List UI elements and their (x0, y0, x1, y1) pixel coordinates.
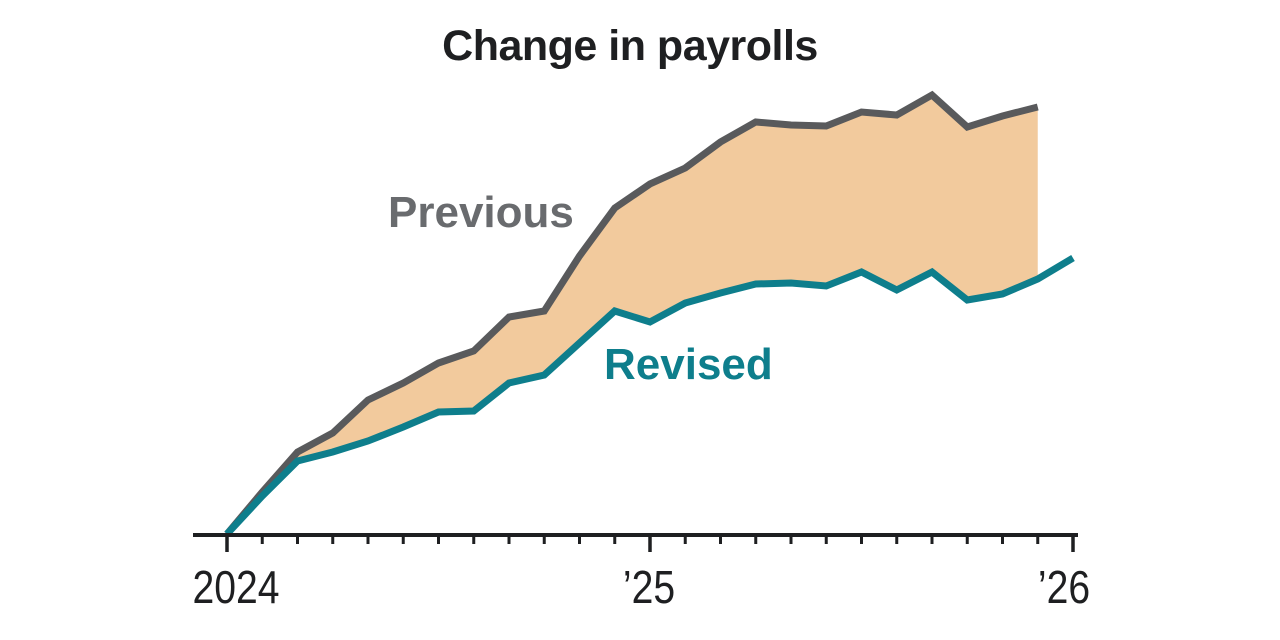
x-tick-label-2024: 2024 (192, 561, 280, 613)
revised-series-label: Revised (604, 340, 773, 389)
previous-series-label: Previous (388, 188, 574, 237)
previous-series-line (224, 90, 1039, 537)
x-axis-ticks (225, 535, 1075, 552)
x-tick-label-25: ’25 (622, 561, 676, 613)
x-tick-label-26: ’26 (1037, 561, 1091, 613)
chart-title: Change in payrolls (442, 22, 818, 70)
revised-series-line (224, 254, 1075, 537)
